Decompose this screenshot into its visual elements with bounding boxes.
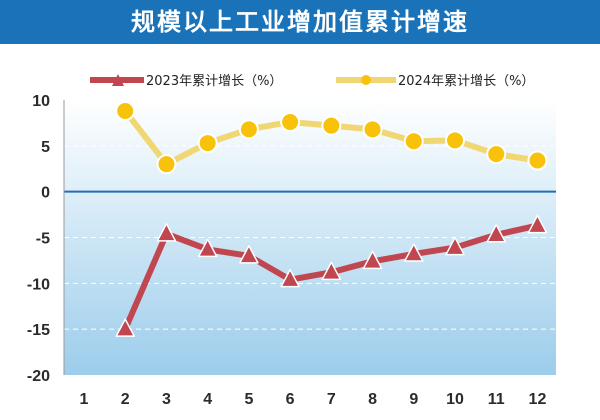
data-point-2024 xyxy=(197,133,218,154)
data-point-2023 xyxy=(404,243,424,262)
x-tick-label: 7 xyxy=(327,391,336,408)
title-banner xyxy=(0,0,600,44)
legend-label-2024: 2024年累计增长（%） xyxy=(398,74,534,89)
x-tick-label: 9 xyxy=(409,391,418,408)
data-point-2024 xyxy=(321,115,342,136)
data-point-2024 xyxy=(115,101,136,121)
x-tick-label: 3 xyxy=(162,391,171,408)
x-tick-label: 4 xyxy=(203,391,212,408)
data-point-2024 xyxy=(362,119,383,140)
data-point-2024 xyxy=(156,154,177,175)
x-tick-label: 2 xyxy=(121,391,130,408)
legend-circle-marker xyxy=(361,75,371,85)
x-tick-label: 8 xyxy=(368,391,377,408)
y-tick-label: -10 xyxy=(27,276,50,293)
x-tick-label: 6 xyxy=(286,391,295,408)
y-tick-label: 10 xyxy=(32,93,50,110)
data-point-2024 xyxy=(238,119,259,140)
data-point-2023 xyxy=(115,318,135,337)
y-tick-label: -20 xyxy=(27,368,50,385)
x-tick-label: 5 xyxy=(244,391,253,408)
data-point-2024 xyxy=(445,130,466,151)
data-point-2023 xyxy=(197,238,218,258)
data-point-2023 xyxy=(445,236,465,256)
data-point-2024 xyxy=(280,112,301,132)
data-point-2023 xyxy=(362,250,383,270)
data-point-2023 xyxy=(156,223,177,242)
y-tick-label: -5 xyxy=(36,231,50,248)
x-tick-label: 10 xyxy=(446,391,464,408)
data-point-2024 xyxy=(403,131,424,152)
chart-title: 规模以上工业增加值累计增速 xyxy=(131,8,469,36)
data-point-2023 xyxy=(239,245,259,264)
y-tick-label: -15 xyxy=(27,322,50,339)
data-point-2024 xyxy=(486,144,507,165)
legend-label-2023: 2023年累计增长（%） xyxy=(146,74,282,89)
data-point-2023 xyxy=(486,224,506,243)
x-tick-label: 12 xyxy=(529,391,547,408)
x-tick-label: 11 xyxy=(488,391,505,408)
x-tick-label: 1 xyxy=(80,391,89,408)
data-point-2023 xyxy=(280,268,300,288)
y-tick-label: 5 xyxy=(41,139,50,156)
data-point-2023 xyxy=(321,261,342,281)
y-tick-label: 0 xyxy=(41,185,50,202)
legend: 2023年累计增长（%） 2024年累计增长（%） xyxy=(90,74,534,89)
data-point-2024 xyxy=(527,150,548,171)
data-point-2023 xyxy=(527,214,548,234)
legend-triangle-marker xyxy=(112,74,124,86)
